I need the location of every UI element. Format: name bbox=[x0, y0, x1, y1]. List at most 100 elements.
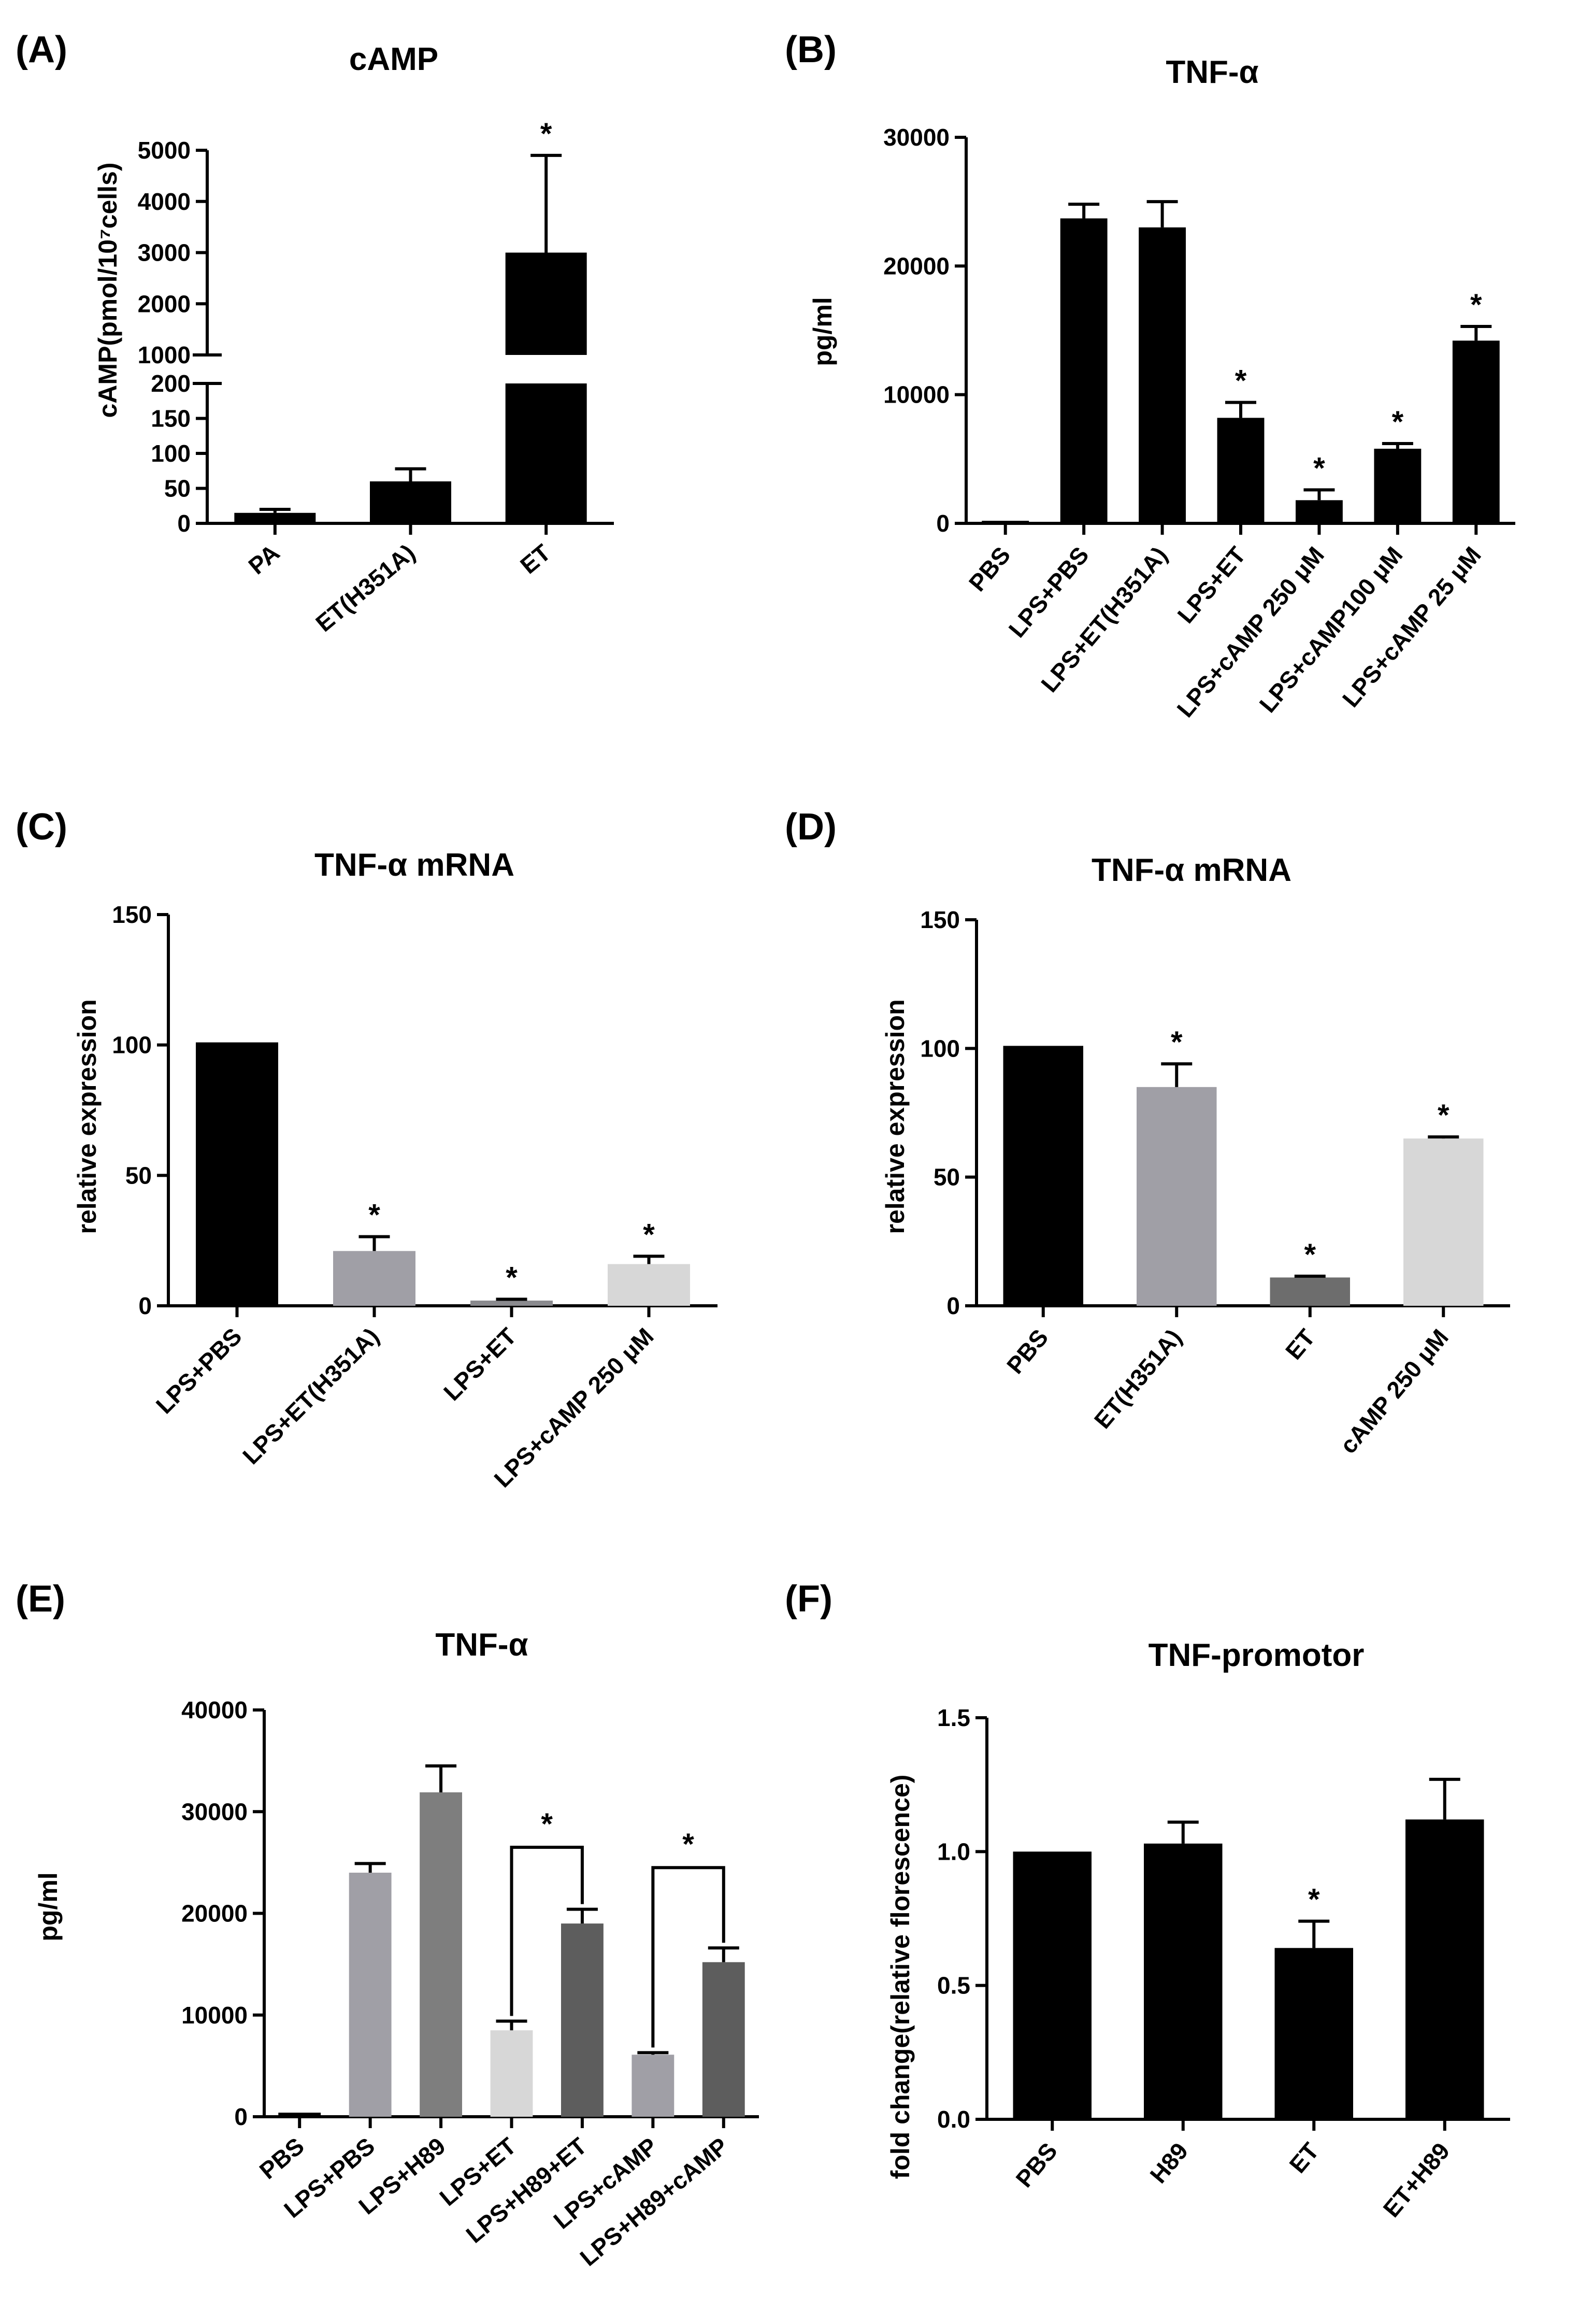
bar bbox=[278, 2113, 321, 2117]
bar bbox=[1403, 1138, 1484, 1306]
y-tick-label: 10000 bbox=[883, 381, 950, 408]
bar bbox=[1060, 218, 1108, 523]
y-tick-label: 1.0 bbox=[937, 1838, 970, 1865]
y-tick-label: 150 bbox=[151, 405, 191, 432]
panel-label-e: (E) bbox=[16, 1578, 65, 1620]
y-tick-label: 0.0 bbox=[937, 2106, 970, 2133]
significance-marker: * bbox=[1392, 405, 1404, 439]
x-tick-label: H89 bbox=[1144, 2137, 1193, 2188]
plot-area-d: 0 50 100 150 PBS * ET(H351A) * ET * cAMP 250 μM bbox=[920, 906, 1510, 1459]
y-tick-label: 20000 bbox=[181, 1900, 248, 1927]
y-tick-label: 50 bbox=[164, 475, 191, 502]
significance-marker: * bbox=[1171, 1025, 1183, 1059]
y-tick-label: 150 bbox=[112, 901, 152, 928]
x-tick-label: PA bbox=[243, 539, 284, 580]
y-tick-label: 150 bbox=[920, 906, 960, 933]
bar-lower-segment bbox=[505, 383, 587, 523]
plot-area-b: 0100002000030000PBSLPS+PBSLPS+ET(H351A)*… bbox=[883, 124, 1515, 722]
panel-label-b: (B) bbox=[785, 29, 837, 70]
x-tick-label: LPS+PBS bbox=[151, 1322, 247, 1419]
panel-f: (F) TNF-promotor fold change(relative fl… bbox=[785, 1578, 1510, 2222]
panel-e: (E) TNF-α pg/ml 0 10000 20000 30000 40000 PBS… bbox=[16, 1578, 759, 2271]
chart-title-f: TNF-promotor bbox=[1149, 1637, 1365, 1673]
y-tick-label: 5000 bbox=[138, 137, 191, 164]
x-tick-label: PBS bbox=[1010, 2137, 1063, 2192]
significance-bracket bbox=[651, 1866, 725, 2048]
x-tick-label: PBS bbox=[254, 2132, 309, 2185]
y-tick-label: 1000 bbox=[138, 341, 191, 368]
y-tick-label: 30000 bbox=[883, 124, 950, 151]
y-tick-label: 30000 bbox=[181, 1798, 248, 1825]
bar bbox=[333, 1251, 415, 1306]
bar bbox=[1137, 1087, 1217, 1306]
y-tick-label: 50 bbox=[934, 1164, 960, 1191]
y-axis-label-d: relative expression bbox=[881, 999, 910, 1234]
chart-title-d: TNF-α mRNA bbox=[1092, 852, 1291, 888]
panel-b: (B) TNF-α pg/ml 0100002000030000PBSLPS+P… bbox=[785, 29, 1515, 722]
y-axis-label-c: relative expression bbox=[73, 999, 102, 1234]
y-tick-label: 0 bbox=[946, 1292, 960, 1319]
panel-label-d: (D) bbox=[785, 806, 837, 848]
bar bbox=[1296, 500, 1343, 523]
bar bbox=[632, 2055, 674, 2117]
y-tick-label: 0 bbox=[936, 510, 950, 537]
x-tick-label: ET(H351A) bbox=[1089, 1324, 1187, 1434]
panel-label-f: (F) bbox=[785, 1578, 833, 1620]
y-tick-label: 0 bbox=[138, 1292, 152, 1319]
x-tick-label: PBS bbox=[964, 541, 1016, 596]
bar bbox=[349, 1873, 392, 2117]
bar bbox=[1003, 1046, 1083, 1306]
bar bbox=[420, 1792, 462, 2117]
bar bbox=[370, 481, 451, 523]
x-tick-label: ET bbox=[515, 539, 555, 579]
bar bbox=[1217, 418, 1265, 523]
y-axis-label-a: cAMP(pmol/10⁷cells) bbox=[93, 163, 122, 418]
plot-area-f: 0.0 0.5 1.0 1.5 PBS H89 * ET ET+H89 bbox=[937, 1704, 1510, 2222]
x-tick-label: ET+H89 bbox=[1377, 2137, 1455, 2222]
chart-title-e: TNF-α bbox=[435, 1627, 528, 1663]
y-tick-label: 0 bbox=[177, 510, 191, 537]
panel-d: (D) TNF-α mRNA relative expression 0 50 10… bbox=[785, 806, 1510, 1459]
y-tick-label: 0.5 bbox=[937, 1972, 970, 1999]
y-tick-label: 50 bbox=[125, 1162, 152, 1189]
bar bbox=[702, 1962, 745, 2117]
x-tick-label: ET bbox=[1284, 2137, 1324, 2178]
bar bbox=[1452, 340, 1500, 523]
significance-marker: * bbox=[1313, 451, 1325, 485]
bar bbox=[1374, 448, 1422, 523]
panel-a: (A) cAMP cAMP(pmol/10⁷cells) 0 50 100 150 20… bbox=[16, 29, 614, 637]
x-tick-label: PBS bbox=[1001, 1324, 1054, 1379]
y-axis-label-f: fold change(relative florescence) bbox=[886, 1775, 915, 2179]
bar bbox=[1139, 227, 1186, 523]
bar bbox=[608, 1264, 690, 1306]
significance-marker: * bbox=[1304, 1238, 1316, 1272]
significance-marker: * bbox=[1235, 364, 1247, 398]
panel-c: (C) TNF-α mRNA relative expression 0 50 10… bbox=[16, 806, 717, 1492]
bar bbox=[490, 2030, 533, 2117]
x-tick-label: ET bbox=[1280, 1324, 1321, 1364]
significance-marker: * bbox=[643, 1218, 655, 1251]
bar bbox=[982, 521, 1029, 523]
y-tick-label: 100 bbox=[112, 1032, 152, 1059]
bar bbox=[470, 1300, 553, 1306]
y-tick-label: 100 bbox=[920, 1035, 960, 1062]
y-tick-label: 100 bbox=[151, 440, 191, 467]
y-tick-label: 200 bbox=[151, 370, 191, 397]
chart-title-b: TNF-α bbox=[1166, 54, 1258, 90]
bar bbox=[1144, 1843, 1223, 2119]
bar bbox=[196, 1042, 278, 1306]
panel-label-a: (A) bbox=[16, 29, 67, 70]
panel-label-c: (C) bbox=[16, 806, 67, 848]
y-tick-label: 20000 bbox=[883, 252, 950, 279]
bar bbox=[1405, 1819, 1484, 2119]
bar bbox=[234, 512, 316, 523]
y-tick-label: 10000 bbox=[181, 2002, 248, 2029]
significance-marker: * bbox=[506, 1261, 518, 1294]
significance-marker: * bbox=[540, 117, 552, 151]
y-axis-label-b: pg/ml bbox=[808, 297, 837, 366]
bar bbox=[1274, 1948, 1353, 2119]
significance-bracket bbox=[510, 1845, 584, 2016]
y-axis-label-e: pg/ml bbox=[34, 1872, 63, 1941]
